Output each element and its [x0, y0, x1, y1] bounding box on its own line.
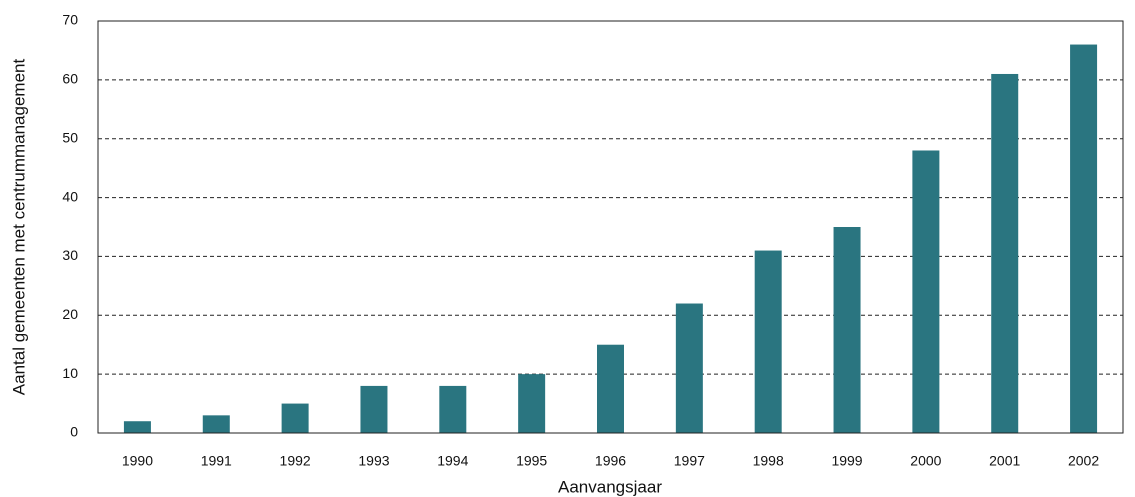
- y-tick-label: 70: [62, 12, 78, 28]
- y-axis-title: Aantal gemeenten met centrummanagement: [9, 59, 28, 396]
- bar: [518, 374, 546, 433]
- x-tick-label: 1996: [595, 453, 626, 469]
- y-tick-label: 20: [62, 306, 78, 322]
- bar: [754, 250, 782, 433]
- y-tick-label: 60: [62, 71, 78, 87]
- x-tick-label: 2001: [989, 453, 1020, 469]
- y-tick-label: 30: [62, 247, 78, 263]
- bar: [360, 385, 388, 433]
- x-tick-label: 1991: [201, 453, 232, 469]
- bar: [281, 403, 309, 433]
- x-tick-label: 1997: [674, 453, 705, 469]
- bar: [1070, 44, 1098, 434]
- x-axis-title: Aanvangsjaar: [558, 477, 662, 496]
- y-tick-label: 10: [62, 365, 78, 381]
- y-tick-label: 0: [70, 424, 78, 440]
- x-tick-label: 1995: [516, 453, 547, 469]
- bar: [439, 385, 467, 433]
- bar: [991, 73, 1019, 433]
- plot-frame: [97, 20, 1124, 434]
- y-tick-label: 50: [62, 129, 78, 145]
- x-tick-label: 1992: [280, 453, 311, 469]
- x-tick-label: 1999: [831, 453, 862, 469]
- bar: [912, 150, 940, 433]
- bar: [202, 415, 230, 433]
- x-tick-label: 2002: [1068, 453, 1099, 469]
- x-tick-label: 1998: [753, 453, 784, 469]
- bar: [597, 344, 624, 433]
- x-tick-label: 2000: [910, 453, 941, 469]
- x-tick-label: 1990: [122, 453, 153, 469]
- x-tick-label: 1993: [358, 453, 389, 469]
- bar: [833, 227, 861, 433]
- x-tick-label: 1994: [437, 453, 468, 469]
- y-tick-label: 40: [62, 188, 78, 204]
- bar: [675, 303, 703, 433]
- bar: [123, 421, 151, 433]
